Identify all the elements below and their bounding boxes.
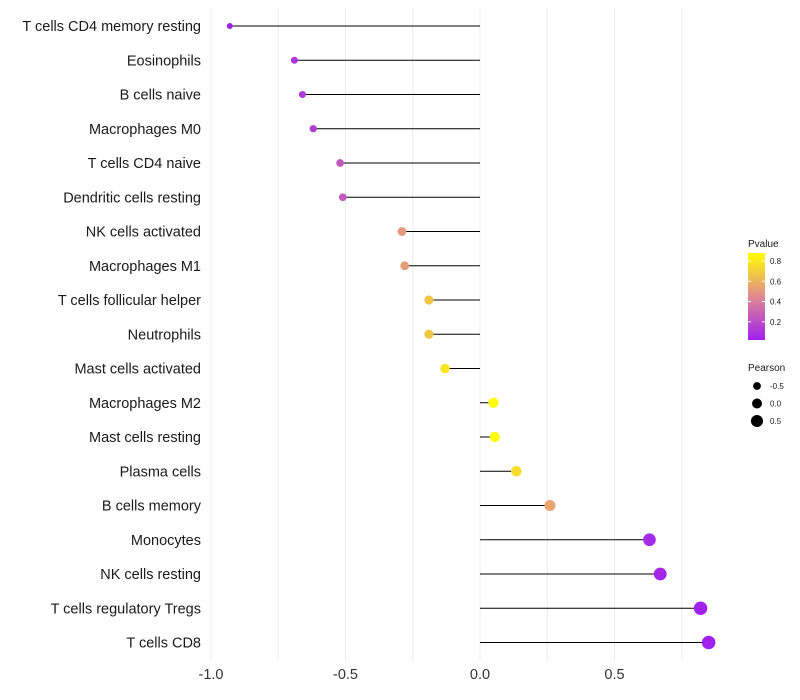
lollipop-dot xyxy=(440,363,450,374)
x-tick-label: 0.0 xyxy=(470,667,490,683)
size-legend-label: 0.0 xyxy=(770,400,782,409)
category-label: Macrophages M2 xyxy=(89,396,201,412)
colorbar-tick-label: 0.4 xyxy=(770,298,782,307)
lollipop-dot xyxy=(290,56,298,64)
category-label: Eosinophils xyxy=(127,53,201,69)
size-legend-dot xyxy=(750,414,764,428)
category-label: Dendritic cells resting xyxy=(63,190,201,206)
size-legend-items: -0.5 0.0 0.5 xyxy=(750,382,784,428)
lollipop-dot xyxy=(693,601,708,615)
lollipop-dot xyxy=(400,261,410,271)
x-axis-tick-labels: -1.0 -0.5 0.0 0.5 xyxy=(199,667,625,683)
category-label: NK cells resting xyxy=(100,567,201,583)
lollipop-dot xyxy=(701,635,716,650)
category-label: Neutrophils xyxy=(128,327,201,343)
lollipop-dot xyxy=(489,431,500,443)
category-label: T cells follicular helper xyxy=(58,293,201,309)
category-label: B cells memory xyxy=(102,499,202,515)
lollipop-dot xyxy=(511,465,522,477)
lollipop-dot xyxy=(653,567,667,581)
lollipop-dot xyxy=(643,533,656,547)
lollipop-dot xyxy=(544,499,556,512)
size-legend-dot xyxy=(752,398,762,409)
category-label: Macrophages M1 xyxy=(89,259,201,275)
lollipop-dot xyxy=(298,90,307,99)
colorbar-tick-label: 0.8 xyxy=(770,257,782,266)
lollipop-dot xyxy=(226,23,233,29)
category-label: NK cells activated xyxy=(86,225,201,241)
lollipop-dot xyxy=(336,159,344,167)
size-legend-label: -0.5 xyxy=(770,382,784,391)
colorbar-tick-label: 0.2 xyxy=(770,318,782,327)
category-label: T cells CD8 xyxy=(126,636,201,652)
category-label: B cells naive xyxy=(120,88,201,104)
category-label: Mast cells activated xyxy=(74,362,201,378)
category-label: T cells CD4 memory resting xyxy=(22,19,201,35)
legend-color-title: Pvalue xyxy=(748,239,779,250)
lollipop-dot xyxy=(424,329,434,339)
pvalue-colorbar xyxy=(748,253,765,340)
colorbar-tick-label: 0.6 xyxy=(770,277,782,286)
category-label: Mast cells resting xyxy=(89,430,201,446)
lollipop-dot xyxy=(488,397,499,408)
legend-size-title: Pearson xyxy=(748,363,785,374)
size-legend-dot xyxy=(753,382,761,390)
category-label: T cells regulatory Tregs xyxy=(51,601,201,617)
lollipop-dots xyxy=(226,23,716,650)
lollipop-sticks xyxy=(229,25,709,643)
x-tick-label: 0.5 xyxy=(604,667,624,683)
category-label: Macrophages M0 xyxy=(89,122,201,138)
lollipop-dot xyxy=(309,125,317,133)
y-axis-category-labels: T cells CD4 memory resting Eosinophils B c… xyxy=(22,19,201,652)
lollipop-dot xyxy=(338,193,347,202)
category-label: T cells CD4 naive xyxy=(88,156,201,172)
category-label: Plasma cells xyxy=(120,464,201,480)
size-legend-label: 0.5 xyxy=(770,417,782,426)
category-label: Monocytes xyxy=(131,533,201,549)
x-tick-label: -1.0 xyxy=(199,667,224,683)
colorbar-ticks: 0.8 0.6 0.4 0.2 xyxy=(748,257,782,327)
legend: Pvalue 0.8 0.6 0.4 0.2 Pearson -0.5 0.0 0.5 xyxy=(748,239,785,428)
x-tick-label: -0.5 xyxy=(333,667,358,683)
lollipop-dot xyxy=(397,227,407,236)
lollipop-dot xyxy=(424,295,434,305)
